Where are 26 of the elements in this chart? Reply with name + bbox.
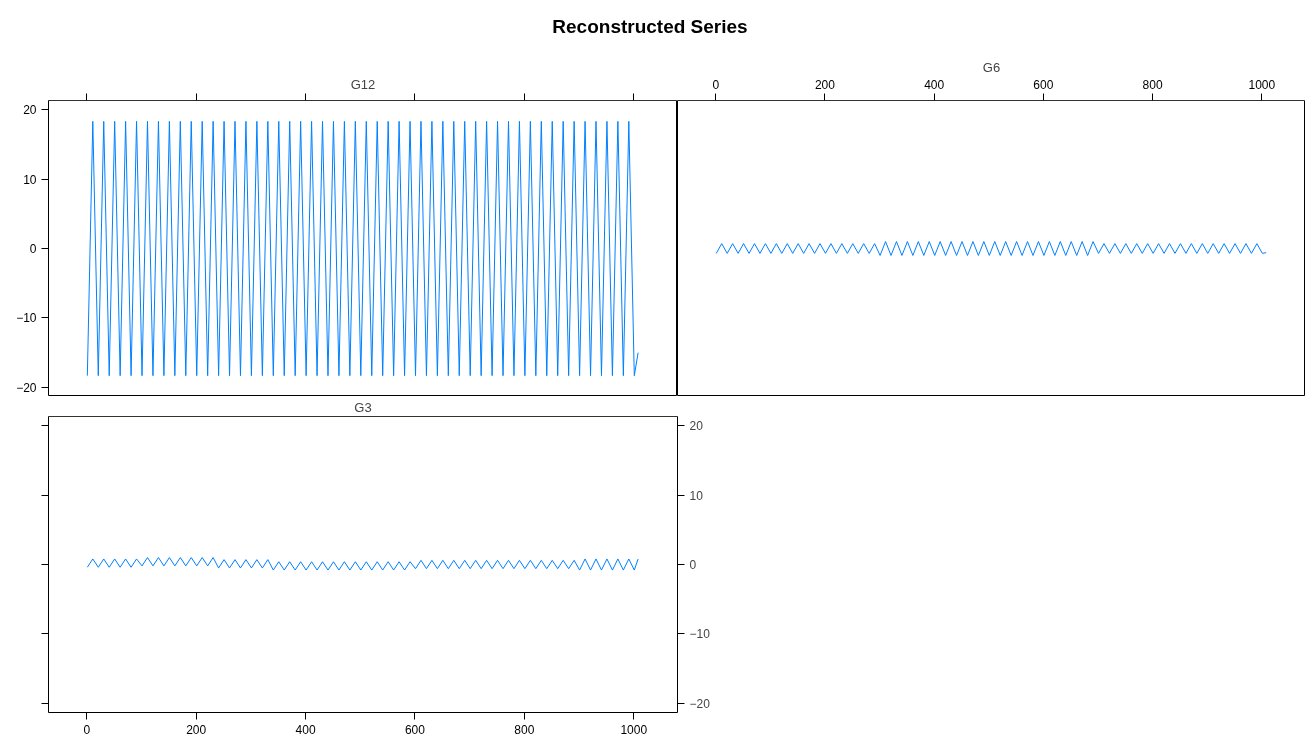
y-tick-label: −20 xyxy=(689,696,711,711)
y-tick-label: 20 xyxy=(23,103,37,118)
y-tick-label: 10 xyxy=(689,488,704,503)
x-tick-label: 800 xyxy=(1142,77,1163,92)
x-tick-label: 200 xyxy=(186,722,207,737)
x-tick-label: 200 xyxy=(814,77,836,92)
y-tick-label: 10 xyxy=(23,172,37,187)
y-tick-label: −20 xyxy=(16,380,37,395)
chart-subtitle: G3 xyxy=(354,400,372,415)
y-tick-label: 0 xyxy=(29,242,37,256)
x-tick-label: 400 xyxy=(924,77,945,92)
y-tick-label: −10 xyxy=(16,311,37,326)
y-tick-label: −10 xyxy=(689,627,711,642)
x-tick-label: 0 xyxy=(83,722,91,737)
x-tick-label: 1000 xyxy=(620,722,648,737)
line-series xyxy=(86,557,639,571)
x-tick-label: 400 xyxy=(295,722,316,737)
x-tick-label: 800 xyxy=(514,722,535,737)
chart-subtitle: G6 xyxy=(982,60,1001,75)
chart-title: Reconstructed Series xyxy=(552,15,748,39)
y-tick-label: 20 xyxy=(689,419,704,434)
chart-subtitle: G12 xyxy=(350,77,376,92)
y-tick-label: 0 xyxy=(689,558,697,572)
x-tick-label: 600 xyxy=(404,722,426,737)
x-tick-label: 1000 xyxy=(1248,77,1276,92)
x-tick-label: 600 xyxy=(1033,77,1054,92)
